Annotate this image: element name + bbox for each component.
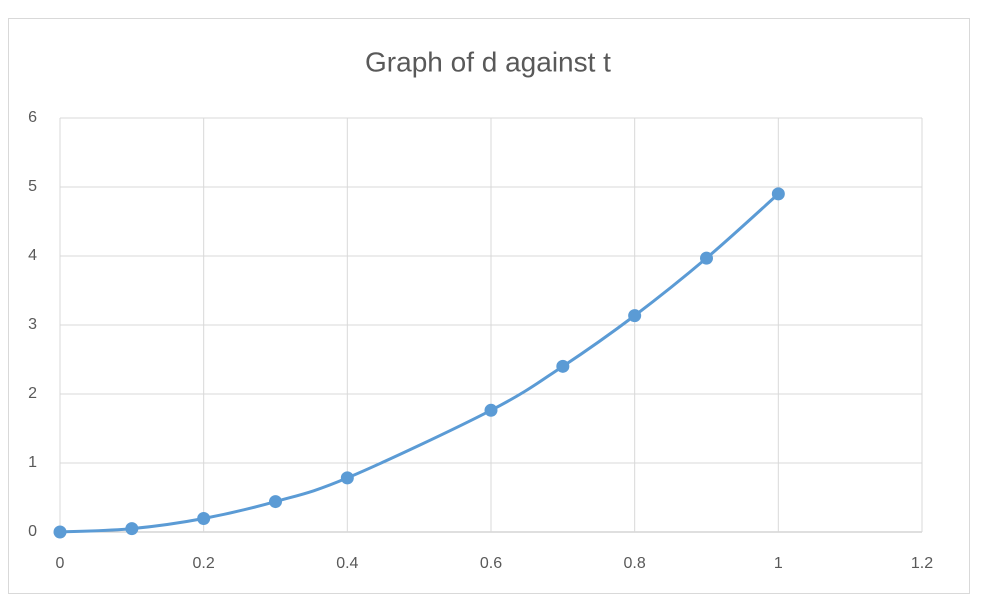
y-tick-label: 3 bbox=[28, 316, 37, 333]
x-tick-label: 0.2 bbox=[193, 555, 215, 572]
y-tick-label: 1 bbox=[28, 454, 37, 471]
data-point bbox=[771, 187, 785, 201]
data-point bbox=[53, 525, 67, 539]
x-tick-label: 0.8 bbox=[624, 555, 646, 572]
y-tick-label: 0 bbox=[28, 523, 37, 540]
chart-border bbox=[8, 18, 970, 594]
data-point bbox=[700, 251, 713, 265]
y-tick-label: 2 bbox=[28, 385, 37, 402]
data-point bbox=[197, 511, 211, 525]
x-tick-label: 0.4 bbox=[336, 555, 358, 572]
data-point bbox=[556, 359, 570, 373]
y-tick-label: 4 bbox=[28, 247, 37, 264]
data-point bbox=[340, 471, 354, 485]
data-point bbox=[628, 309, 642, 323]
data-point bbox=[269, 495, 282, 509]
y-tick-label: 5 bbox=[28, 178, 37, 195]
data-point bbox=[125, 522, 139, 536]
series-line bbox=[59, 192, 780, 534]
chart-title: Graph of d against t bbox=[365, 46, 611, 77]
data-point bbox=[484, 403, 498, 417]
x-tick-label: 0 bbox=[56, 555, 65, 572]
x-tick-label: 0.6 bbox=[480, 555, 502, 572]
x-tick-label: 1 bbox=[774, 555, 783, 572]
x-tick-label: 1.2 bbox=[911, 555, 933, 572]
y-tick-label: 6 bbox=[28, 109, 37, 126]
